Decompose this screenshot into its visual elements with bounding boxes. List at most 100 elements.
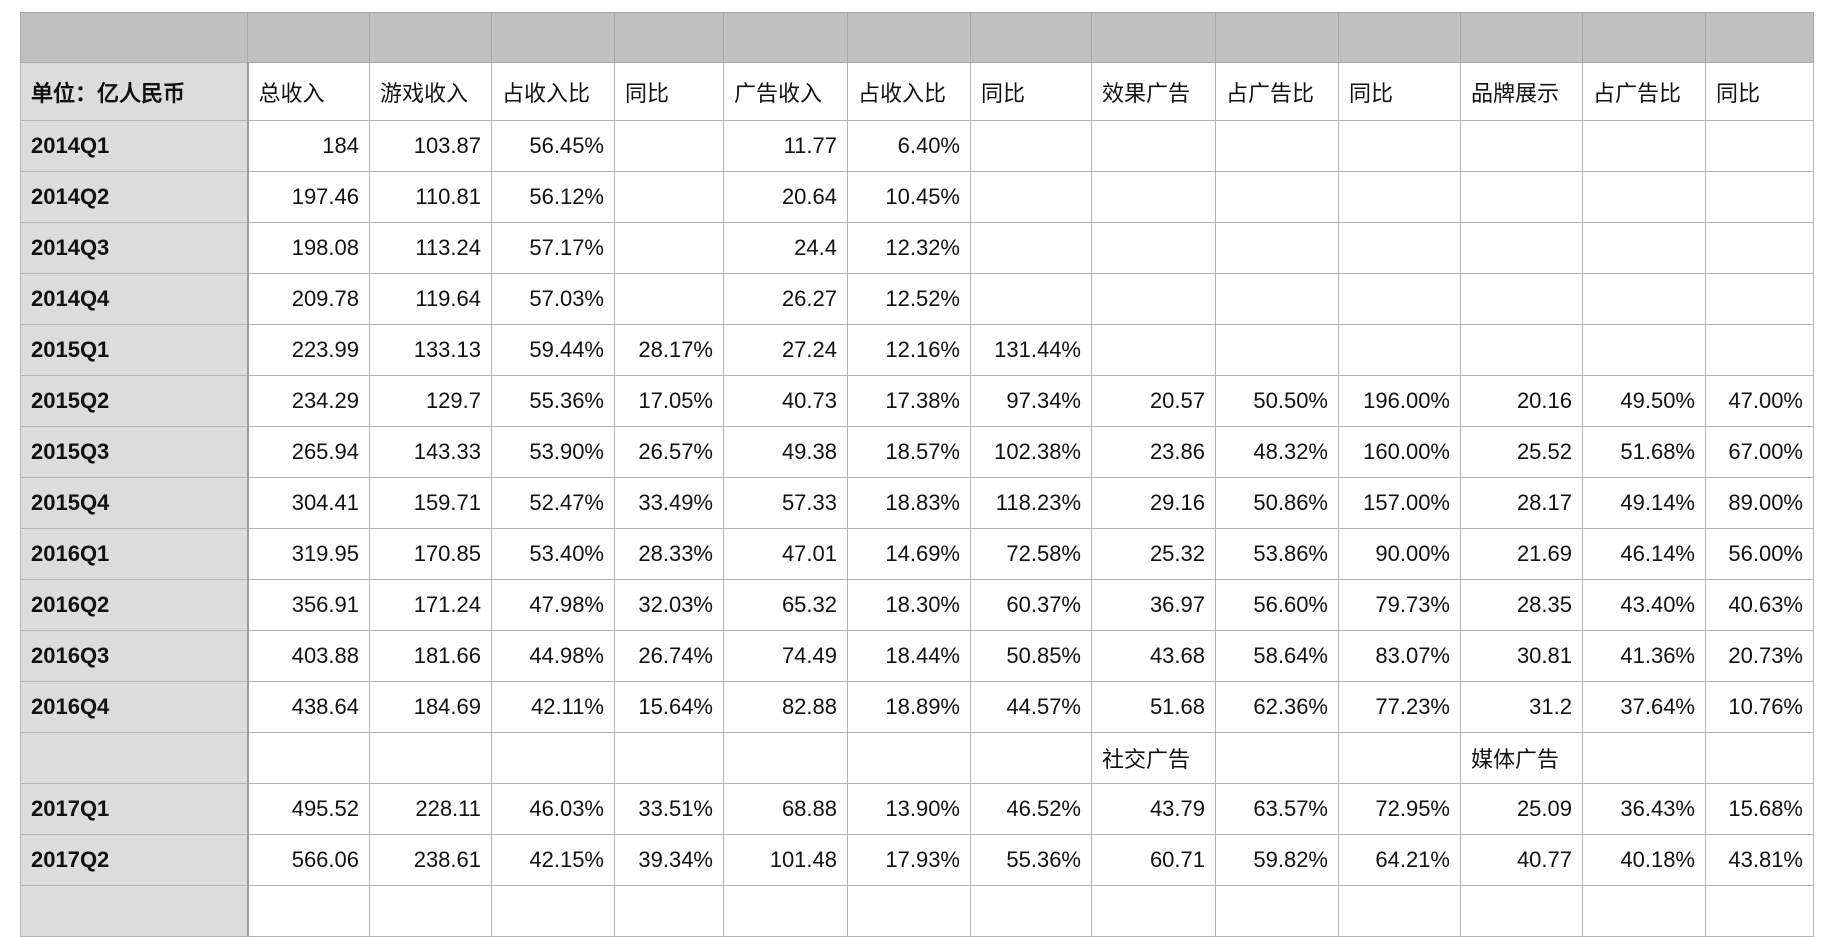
data-cell[interactable]: 46.52% bbox=[970, 783, 1092, 835]
data-cell[interactable] bbox=[1705, 324, 1814, 376]
data-cell[interactable] bbox=[1460, 273, 1583, 325]
data-cell[interactable]: 43.68 bbox=[1091, 630, 1216, 682]
data-cell[interactable] bbox=[1705, 885, 1814, 937]
data-cell[interactable]: 119.64 bbox=[369, 273, 492, 325]
data-cell[interactable]: 57.03% bbox=[491, 273, 615, 325]
band-cell[interactable] bbox=[970, 12, 1092, 63]
data-cell[interactable]: 89.00% bbox=[1705, 477, 1814, 529]
data-cell[interactable]: 228.11 bbox=[369, 783, 492, 835]
data-cell[interactable] bbox=[1215, 885, 1339, 937]
data-cell[interactable] bbox=[1091, 324, 1216, 376]
data-cell[interactable]: 20.57 bbox=[1091, 375, 1216, 427]
band-cell[interactable] bbox=[369, 12, 492, 63]
data-cell[interactable]: 170.85 bbox=[369, 528, 492, 580]
data-cell[interactable]: 6.40% bbox=[847, 120, 971, 172]
data-cell[interactable]: 20.73% bbox=[1705, 630, 1814, 682]
data-cell[interactable]: 68.88 bbox=[723, 783, 848, 835]
column-header-cell[interactable]: 同比 bbox=[614, 62, 724, 121]
data-cell[interactable]: 10.45% bbox=[847, 171, 971, 223]
data-cell[interactable]: 223.99 bbox=[247, 324, 370, 376]
data-cell[interactable] bbox=[491, 885, 615, 937]
data-cell[interactable] bbox=[1338, 222, 1461, 274]
data-cell[interactable] bbox=[1582, 222, 1706, 274]
data-cell[interactable]: 74.49 bbox=[723, 630, 848, 682]
data-cell[interactable] bbox=[723, 732, 848, 784]
data-cell[interactable] bbox=[1705, 171, 1814, 223]
data-cell[interactable]: 21.69 bbox=[1460, 528, 1583, 580]
data-cell[interactable]: 37.64% bbox=[1582, 681, 1706, 733]
data-cell[interactable]: 160.00% bbox=[1338, 426, 1461, 478]
data-cell[interactable]: 33.49% bbox=[614, 477, 724, 529]
data-cell[interactable]: 53.40% bbox=[491, 528, 615, 580]
data-cell[interactable] bbox=[847, 732, 971, 784]
data-cell[interactable]: 41.36% bbox=[1582, 630, 1706, 682]
data-cell[interactable]: 55.36% bbox=[970, 834, 1092, 886]
data-cell[interactable]: 25.09 bbox=[1460, 783, 1583, 835]
data-cell[interactable]: 23.86 bbox=[1091, 426, 1216, 478]
data-cell[interactable] bbox=[614, 171, 724, 223]
data-cell[interactable]: 49.38 bbox=[723, 426, 848, 478]
data-cell[interactable] bbox=[1338, 171, 1461, 223]
data-cell[interactable] bbox=[614, 120, 724, 172]
data-cell[interactable]: 18.57% bbox=[847, 426, 971, 478]
data-cell[interactable] bbox=[1582, 324, 1706, 376]
data-cell[interactable] bbox=[1705, 273, 1814, 325]
row-header-cell[interactable]: 2014Q4 bbox=[20, 273, 249, 325]
data-cell[interactable]: 56.00% bbox=[1705, 528, 1814, 580]
row-header-cell[interactable]: 2017Q1 bbox=[20, 783, 249, 835]
data-cell[interactable]: 39.34% bbox=[614, 834, 724, 886]
data-cell[interactable]: 20.64 bbox=[723, 171, 848, 223]
column-header-cell[interactable]: 占收入比 bbox=[491, 62, 615, 121]
data-cell[interactable] bbox=[1705, 120, 1814, 172]
data-cell[interactable]: 12.32% bbox=[847, 222, 971, 274]
data-cell[interactable]: 56.12% bbox=[491, 171, 615, 223]
data-cell[interactable]: 17.05% bbox=[614, 375, 724, 427]
data-cell[interactable]: 12.16% bbox=[847, 324, 971, 376]
data-cell[interactable] bbox=[614, 732, 724, 784]
data-cell[interactable]: 40.77 bbox=[1460, 834, 1583, 886]
data-cell[interactable]: 77.23% bbox=[1338, 681, 1461, 733]
data-cell[interactable] bbox=[1215, 222, 1339, 274]
data-cell[interactable] bbox=[614, 885, 724, 937]
data-cell[interactable]: 57.33 bbox=[723, 477, 848, 529]
data-cell[interactable] bbox=[847, 885, 971, 937]
data-cell[interactable] bbox=[1460, 885, 1583, 937]
data-cell[interactable] bbox=[1215, 120, 1339, 172]
data-cell[interactable]: 43.81% bbox=[1705, 834, 1814, 886]
data-cell[interactable] bbox=[1215, 171, 1339, 223]
data-cell[interactable]: 51.68% bbox=[1582, 426, 1706, 478]
data-cell[interactable]: 60.71 bbox=[1091, 834, 1216, 886]
data-cell[interactable] bbox=[1091, 120, 1216, 172]
data-cell[interactable]: 26.57% bbox=[614, 426, 724, 478]
data-cell[interactable] bbox=[1460, 120, 1583, 172]
data-cell[interactable] bbox=[1705, 222, 1814, 274]
data-cell[interactable] bbox=[1338, 273, 1461, 325]
row-header-cell[interactable]: 2015Q3 bbox=[20, 426, 249, 478]
data-cell[interactable]: 10.76% bbox=[1705, 681, 1814, 733]
band-cell[interactable] bbox=[1091, 12, 1216, 63]
data-cell[interactable]: 159.71 bbox=[369, 477, 492, 529]
data-cell[interactable] bbox=[970, 273, 1092, 325]
data-cell[interactable]: 118.23% bbox=[970, 477, 1092, 529]
data-cell[interactable]: 131.44% bbox=[970, 324, 1092, 376]
column-header-cell[interactable]: 占广告比 bbox=[1215, 62, 1339, 121]
data-cell[interactable]: 47.98% bbox=[491, 579, 615, 631]
row-header-cell[interactable] bbox=[20, 885, 249, 937]
data-cell[interactable]: 40.63% bbox=[1705, 579, 1814, 631]
data-cell[interactable]: 72.95% bbox=[1338, 783, 1461, 835]
data-cell[interactable] bbox=[1338, 324, 1461, 376]
data-cell[interactable]: 46.14% bbox=[1582, 528, 1706, 580]
data-cell[interactable] bbox=[1091, 273, 1216, 325]
data-cell[interactable]: 25.32 bbox=[1091, 528, 1216, 580]
data-cell[interactable]: 43.40% bbox=[1582, 579, 1706, 631]
data-cell[interactable]: 103.87 bbox=[369, 120, 492, 172]
data-cell[interactable]: 40.73 bbox=[723, 375, 848, 427]
data-cell[interactable]: 72.58% bbox=[970, 528, 1092, 580]
data-cell[interactable]: 50.85% bbox=[970, 630, 1092, 682]
data-cell[interactable]: 83.07% bbox=[1338, 630, 1461, 682]
data-cell[interactable]: 28.17 bbox=[1460, 477, 1583, 529]
column-header-cell[interactable]: 总收入 bbox=[247, 62, 370, 121]
data-cell[interactable] bbox=[247, 732, 370, 784]
row-header-cell[interactable]: 2014Q2 bbox=[20, 171, 249, 223]
band-cell[interactable] bbox=[247, 12, 370, 63]
